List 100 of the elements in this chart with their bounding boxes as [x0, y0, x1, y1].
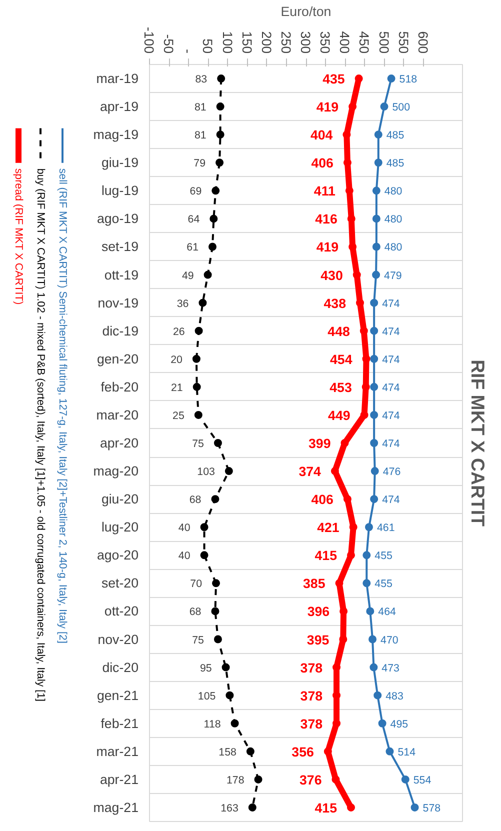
point [362, 551, 371, 560]
point [346, 803, 355, 812]
point [348, 242, 357, 251]
data-label: 95 [200, 662, 212, 674]
data-label: 20 [170, 354, 183, 366]
data-label: 455 [374, 578, 392, 590]
point [343, 495, 352, 504]
point [216, 102, 224, 111]
point [204, 270, 212, 279]
point [364, 523, 373, 532]
data-label: 81 [194, 130, 206, 142]
point [217, 74, 226, 83]
point [345, 186, 354, 195]
x-tick-label: 250 [278, 31, 294, 54]
point [194, 410, 202, 419]
point [194, 326, 203, 335]
point [370, 663, 378, 672]
point [387, 74, 396, 83]
y-tick-label: gen-20 [97, 351, 139, 366]
x-tick-label: 100 [220, 31, 235, 54]
point [208, 242, 216, 251]
point [343, 158, 352, 167]
text: buy (RIF MKT X CARTIT) 1.02 - mixed P&B (sorted), Italy, Italy [1]+1.05 - old corrugated containers, Italy, Italy [1] [34, 168, 46, 702]
y-tick-label: mag-19 [93, 127, 139, 142]
point [380, 102, 388, 111]
data-label: 376 [300, 772, 322, 788]
data-label: 554 [413, 774, 432, 786]
y-tick-label: mag-20 [93, 464, 139, 479]
y-tick-label: gen-21 [97, 688, 139, 703]
x-tick-label: 500 [376, 31, 392, 54]
point [374, 130, 382, 139]
y-tick-label: feb-20 [100, 379, 139, 394]
point [216, 130, 224, 139]
point [410, 803, 419, 812]
data-label: 378 [300, 716, 323, 732]
point [211, 495, 220, 504]
point [370, 326, 378, 335]
text: sell (RIF MKT X CARTIT) Semi-chemical fluting, 127-g, Italy, Italy [2]+Testliner 2, 140-g, Italy, Italy [2] [56, 168, 68, 644]
point [372, 214, 380, 223]
y-tick-label: nov-19 [98, 295, 139, 310]
data-label: 448 [328, 324, 350, 339]
point [370, 298, 378, 307]
data-label: 455 [374, 550, 392, 562]
data-label: 474 [382, 382, 400, 394]
data-label: 474 [382, 494, 400, 506]
point [372, 186, 380, 195]
data-label: 118 [204, 718, 221, 730]
data-label: 40 [178, 550, 190, 562]
data-label: 178 [226, 774, 244, 786]
data-label: 404 [310, 128, 334, 143]
x-tick-label: 50 [200, 38, 216, 54]
point [200, 551, 208, 560]
data-label: 103 [197, 466, 215, 478]
point [200, 523, 208, 532]
data-label: 61 [186, 242, 199, 254]
point [211, 607, 220, 616]
data-label: 415 [314, 800, 338, 816]
y-tick-label: mar-20 [96, 407, 138, 422]
data-label: 26 [172, 326, 185, 338]
data-label: 480 [384, 214, 402, 226]
point [362, 579, 371, 588]
point [335, 579, 344, 588]
data-label: 518 [399, 74, 418, 86]
data-label: 495 [390, 718, 408, 730]
text: RIF MKT X CARTIT [468, 360, 488, 528]
point [360, 326, 368, 335]
point [401, 775, 410, 784]
x-tick-label: 150 [239, 31, 254, 54]
point [374, 691, 382, 700]
data-label: 416 [315, 212, 338, 227]
y-tick-label: mag-21 [93, 800, 139, 815]
point [349, 523, 358, 532]
point [224, 467, 233, 476]
point [348, 102, 357, 111]
data-label: 36 [176, 298, 189, 310]
text: spread (RIF MKT X CARTIT) [12, 168, 24, 305]
data-label: 396 [307, 604, 330, 620]
y-tick-label: ago-20 [97, 548, 139, 563]
point [324, 747, 332, 756]
data-label: 461 [376, 522, 395, 534]
data-label: 474 [382, 326, 400, 338]
data-label: 485 [386, 158, 404, 170]
data-label: 421 [317, 520, 340, 536]
y-tick-label: set-20 [101, 576, 139, 591]
point [356, 298, 364, 307]
data-label: 438 [324, 296, 346, 311]
x-tick-label: 550 [396, 31, 411, 54]
point [192, 382, 201, 391]
data-label: 70 [190, 578, 202, 590]
data-label: 483 [386, 690, 404, 702]
point [214, 439, 222, 447]
data-label: 480 [384, 242, 402, 254]
point [332, 775, 340, 784]
point [214, 635, 222, 644]
point [246, 747, 254, 756]
point [222, 663, 230, 672]
data-label: 453 [330, 380, 352, 395]
y-tick-label: ott-20 [104, 604, 139, 619]
data-label: 25 [172, 410, 184, 422]
y-tick-label: ott-19 [104, 267, 139, 282]
